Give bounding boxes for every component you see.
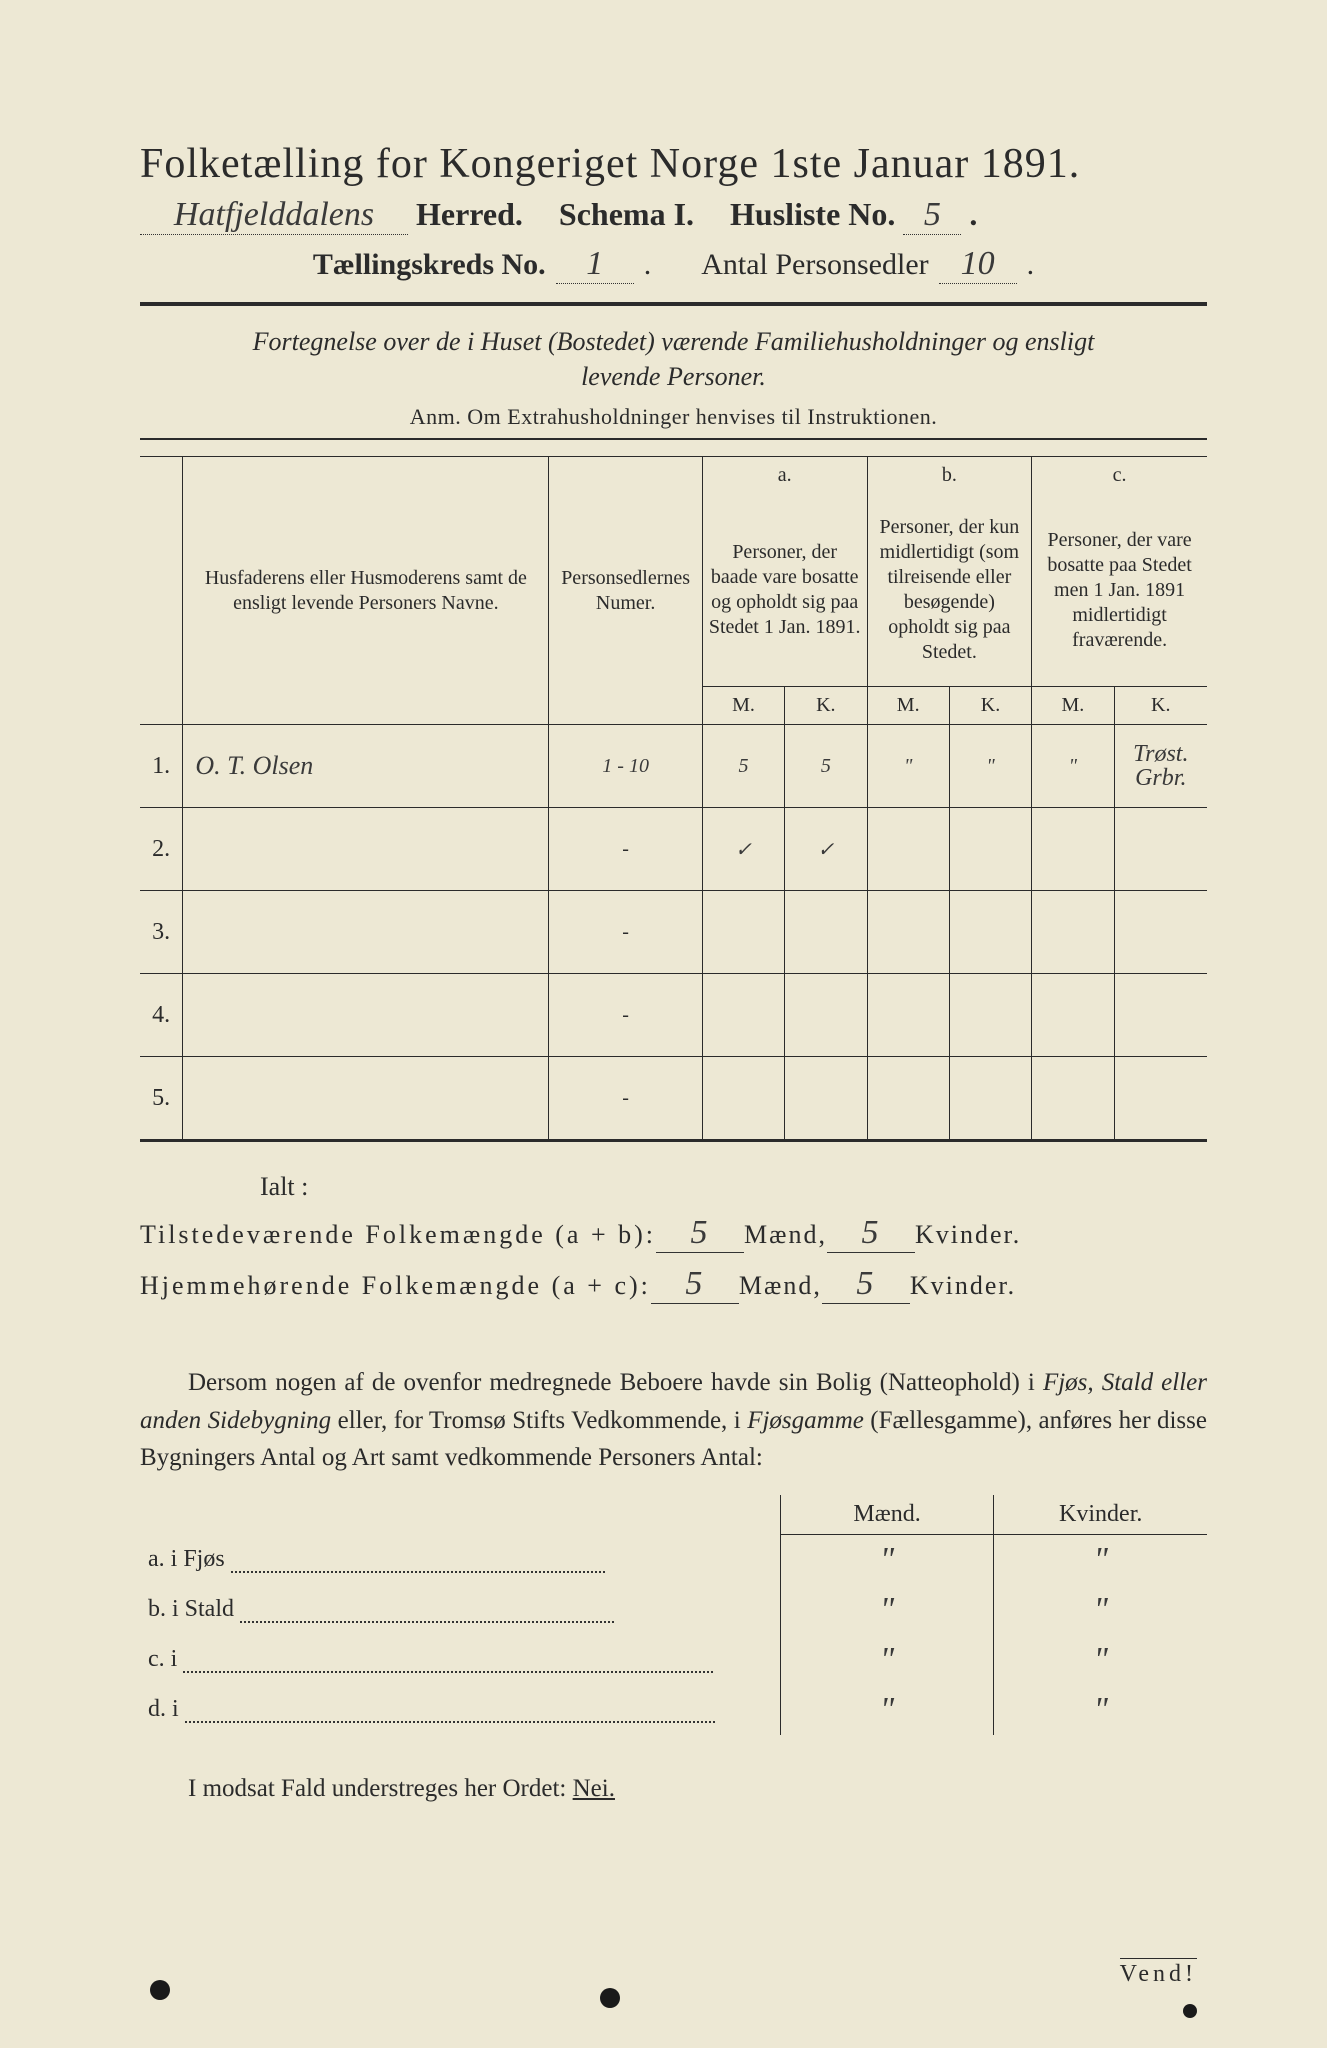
table-row: 4. - bbox=[140, 974, 1207, 1057]
table-row: 3. - bbox=[140, 891, 1207, 974]
side-building-table: Mænd. Kvinder. a. i Fjøs " " b. i Stald … bbox=[140, 1495, 1207, 1735]
col-b-k: K. bbox=[949, 687, 1031, 725]
summary-ab: Tilstedeværende Folkemængde (a + b): 5 M… bbox=[140, 1214, 1207, 1253]
col-a-text: Personer, der baade vare bosatte og opho… bbox=[702, 494, 867, 687]
cell-bk: " bbox=[949, 725, 1031, 808]
subtitle-line1: Fortegnelse over de i Huset (Bostedet) v… bbox=[253, 327, 1095, 356]
summary-ab-k: 5 bbox=[827, 1214, 915, 1253]
summary-ac-m: 5 bbox=[651, 1265, 739, 1304]
page-title: Folketælling for Kongeriget Norge 1ste J… bbox=[140, 140, 1207, 188]
schema-label: Schema I. bbox=[559, 196, 694, 233]
col-a-k: K. bbox=[785, 687, 867, 725]
table-row: 5. - bbox=[140, 1057, 1207, 1141]
herred-label: Herred. bbox=[416, 196, 523, 233]
summary-ab-label: Tilstedeværende Folkemængde (a + b): bbox=[140, 1220, 656, 1250]
col-c-k: K. bbox=[1114, 687, 1207, 725]
summary-ab-m: 5 bbox=[656, 1214, 744, 1253]
col-rownum bbox=[140, 457, 183, 725]
kreds-no: 1 bbox=[556, 245, 634, 284]
husliste-label: Husliste No. bbox=[730, 196, 895, 233]
col-a-label: a. bbox=[702, 457, 867, 495]
col-c-m: M. bbox=[1032, 687, 1114, 725]
header-line-3: Tællingskreds No. 1 . Antal Personsedler… bbox=[140, 245, 1207, 284]
side-row: c. i " " bbox=[140, 1635, 1207, 1685]
divider-thin bbox=[140, 438, 1207, 440]
cell-numer: 1 - 10 bbox=[549, 725, 702, 808]
summary-ac: Hjemmehørende Folkemængde (a + c): 5 Mæn… bbox=[140, 1265, 1207, 1304]
ialt-label: Ialt : bbox=[260, 1172, 1207, 1202]
cell-ak: 5 bbox=[785, 725, 867, 808]
side-kvinder-header: Kvinder. bbox=[994, 1495, 1207, 1535]
side-building-paragraph: Dersom nogen af de ovenfor medregnede Be… bbox=[140, 1364, 1207, 1477]
herred-value: Hatfjelddalens bbox=[140, 196, 408, 235]
kvinder-label: Kvinder. bbox=[915, 1220, 1021, 1250]
summary-ac-k: 5 bbox=[822, 1265, 910, 1304]
col-b-label: b. bbox=[867, 457, 1032, 495]
table-row: 1. O. T. Olsen 1 - 10 5 5 " " " Trøst. G… bbox=[140, 725, 1207, 808]
col-numer: Personsedlernes Numer. bbox=[549, 457, 702, 725]
maend-label: Mænd, bbox=[739, 1271, 822, 1301]
antal-label: Antal Personsedler bbox=[701, 248, 928, 282]
col-names: Husfaderens eller Husmoderens samt de en… bbox=[183, 457, 549, 725]
kvinder-label: Kvinder. bbox=[910, 1271, 1016, 1301]
side-row: a. i Fjøs " " bbox=[140, 1534, 1207, 1585]
household-name: O. T. Olsen bbox=[183, 725, 549, 808]
punch-hole-icon bbox=[600, 1988, 620, 2008]
modsat-line: I modsat Fald understreges her Ordet: Ne… bbox=[140, 1775, 1207, 1803]
antal-no: 10 bbox=[939, 245, 1017, 284]
side-row: b. i Stald " " bbox=[140, 1585, 1207, 1635]
col-a-m: M. bbox=[702, 687, 784, 725]
punch-hole-icon bbox=[1183, 2004, 1197, 2018]
kreds-label: Tællingskreds No. bbox=[313, 248, 546, 282]
subtitle-line2: levende Personer. bbox=[581, 362, 766, 391]
punch-hole-icon bbox=[150, 1980, 170, 2000]
col-b-m: M. bbox=[867, 687, 949, 725]
household-table: Husfaderens eller Husmoderens samt de en… bbox=[140, 456, 1207, 1142]
col-c-label: c. bbox=[1032, 457, 1207, 495]
header-line-2: Hatfjelddalens Herred. Schema I. Huslist… bbox=[140, 196, 1207, 235]
maend-label: Mænd, bbox=[744, 1220, 827, 1250]
col-b-text: Personer, der kun midlertidigt (som tilr… bbox=[867, 494, 1032, 687]
table-row: 2. - ✓ ✓ bbox=[140, 808, 1207, 891]
side-maend-header: Mænd. bbox=[780, 1495, 994, 1535]
cell-ck: Trøst. Grbr. bbox=[1114, 725, 1207, 808]
cell-bm: " bbox=[867, 725, 949, 808]
anm-note: Anm. Om Extrahusholdninger henvises til … bbox=[140, 404, 1207, 430]
vend-label: Vend! bbox=[1120, 1958, 1197, 1988]
nei-word: Nei. bbox=[573, 1775, 615, 1802]
census-form-page: Folketælling for Kongeriget Norge 1ste J… bbox=[0, 0, 1327, 2048]
cell-am: 5 bbox=[702, 725, 784, 808]
summary-ac-label: Hjemmehørende Folkemængde (a + c): bbox=[140, 1271, 651, 1301]
col-c-text: Personer, der vare bosatte paa Stedet me… bbox=[1032, 494, 1207, 687]
subtitle: Fortegnelse over de i Huset (Bostedet) v… bbox=[170, 324, 1177, 394]
divider bbox=[140, 302, 1207, 306]
husliste-no: 5 bbox=[903, 196, 961, 235]
side-row: d. i " " bbox=[140, 1685, 1207, 1735]
cell-cm: " bbox=[1032, 725, 1114, 808]
